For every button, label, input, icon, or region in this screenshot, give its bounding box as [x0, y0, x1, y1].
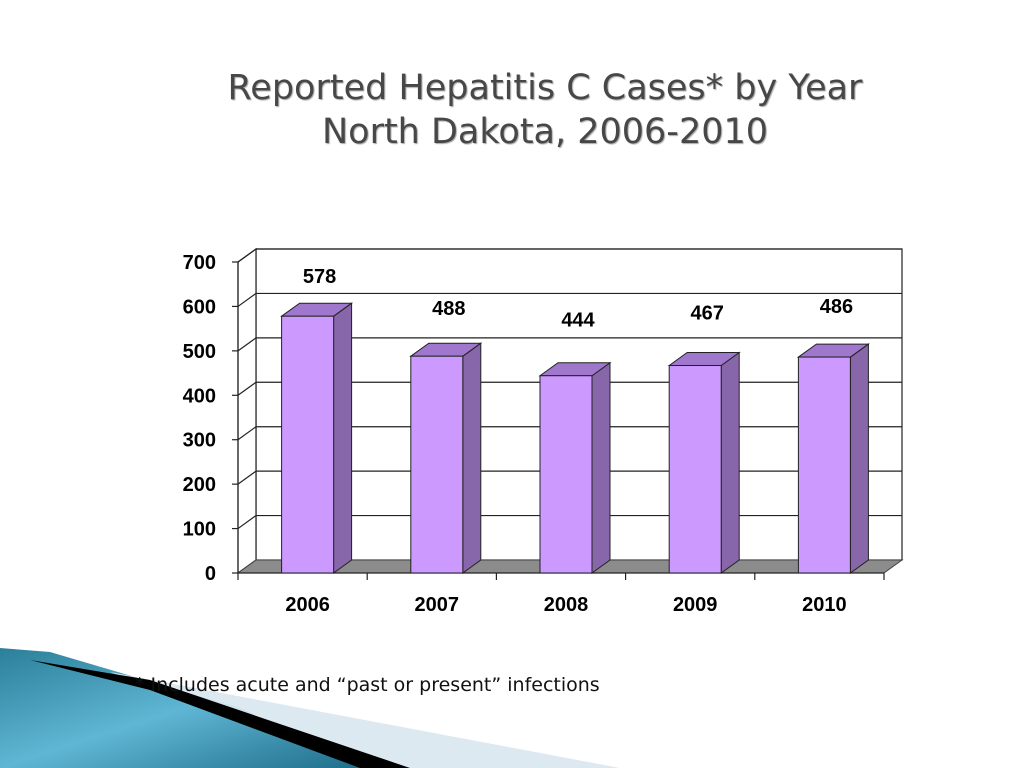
data-label: 488	[432, 298, 465, 320]
y-tick-label: 200	[183, 474, 216, 496]
bar	[281, 315, 335, 574]
y-tick-label: 700	[183, 252, 216, 274]
gridline-side	[237, 248, 257, 263]
y-tick-label: 500	[183, 341, 216, 363]
y-tick-label: 400	[183, 385, 216, 407]
y-tick-label: 0	[205, 563, 216, 585]
y-tick-label: 100	[183, 519, 216, 541]
y-tick-label: 300	[183, 430, 216, 452]
chart-title: Reported Hepatitis C Cases* by Year Nort…	[110, 66, 980, 154]
gridline-side	[237, 337, 257, 352]
gridline-side	[237, 470, 257, 485]
gridline-side	[237, 292, 257, 307]
x-tick-label: 2007	[415, 594, 460, 616]
data-label: 444	[561, 310, 595, 332]
bar	[410, 355, 464, 574]
title-line-2: North Dakota, 2006-2010	[321, 112, 769, 152]
gridline-side	[237, 515, 257, 530]
bar	[797, 356, 851, 574]
bar	[539, 375, 593, 574]
x-tick-label: 2008	[544, 594, 589, 616]
data-label: 486	[820, 296, 853, 318]
gridline-side	[237, 426, 257, 441]
y-tick-label: 600	[183, 296, 216, 318]
x-tick-label: 2010	[802, 594, 847, 616]
x-tick-label: 2006	[285, 594, 330, 616]
footnote: * Includes acute and “past or present” i…	[135, 674, 600, 696]
data-label: 467	[691, 303, 724, 325]
x-tick-label: 2009	[673, 594, 718, 616]
data-label: 578	[303, 266, 336, 288]
bar	[668, 365, 722, 574]
title-line-1: Reported Hepatitis C Cases* by Year	[227, 68, 863, 108]
gridline-side	[237, 381, 257, 396]
